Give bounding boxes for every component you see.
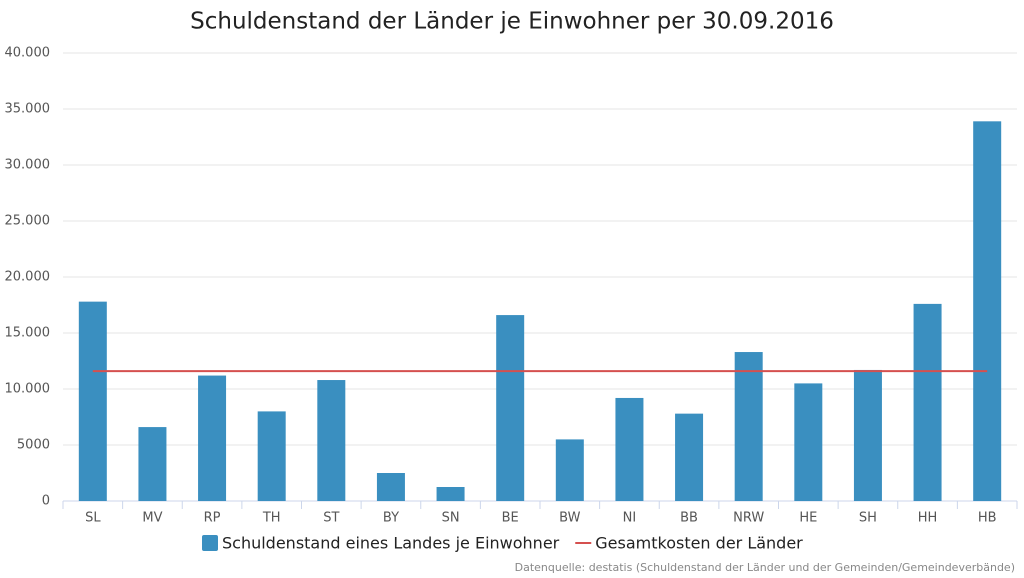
y-tick-label: 25.000 [5,214,51,229]
x-tick-label: NRW [733,511,764,526]
y-tick-label: 35.000 [5,102,51,117]
x-tick-label: NI [623,511,637,526]
x-tick-label: RP [204,511,221,526]
x-tick-label: ST [323,511,339,526]
bar [675,413,704,501]
bar [198,375,227,501]
bar [78,301,107,501]
y-tick-label: 15.000 [5,326,51,341]
x-tick-label: BY [383,511,399,526]
source-note: Datenquelle: destatis (Schuldenstand der… [515,561,1015,574]
bar [496,315,525,501]
y-tick-label: 40.000 [5,46,51,61]
x-tick-label: MV [142,511,162,526]
bar [376,473,405,501]
y-tick-label: 30.000 [5,158,51,173]
bar [555,439,584,501]
bar [734,352,763,501]
x-tick-label: SH [859,511,877,526]
x-tick-label: BB [680,511,698,526]
bar [973,121,1002,501]
legend-label: Schuldenstand eines Landes je Einwohner [222,534,560,553]
legend-label: Gesamtkosten der Länder [595,534,803,553]
bar [794,383,823,501]
bar [615,397,644,501]
x-tick-label: TH [262,511,281,526]
y-tick-label: 0 [42,494,50,509]
legend-symbol [202,535,218,551]
bar [257,411,286,501]
bar [138,427,167,501]
bar [436,487,465,501]
bar [317,380,346,501]
y-tick-label: 10.000 [5,382,51,397]
x-tick-label: SL [85,511,101,526]
x-tick-label: BE [502,511,519,526]
chart-title: Schuldenstand der Länder je Einwohner pe… [190,9,834,35]
y-tick-label: 5000 [17,438,50,453]
bar [913,303,942,501]
y-tick-label: 20.000 [5,270,51,285]
x-tick-label: HE [799,511,817,526]
x-tick-label: BW [559,511,580,526]
bar [853,369,882,501]
x-tick-label: HB [978,511,997,526]
x-tick-label: SN [442,511,460,526]
x-tick-label: HH [918,511,938,526]
